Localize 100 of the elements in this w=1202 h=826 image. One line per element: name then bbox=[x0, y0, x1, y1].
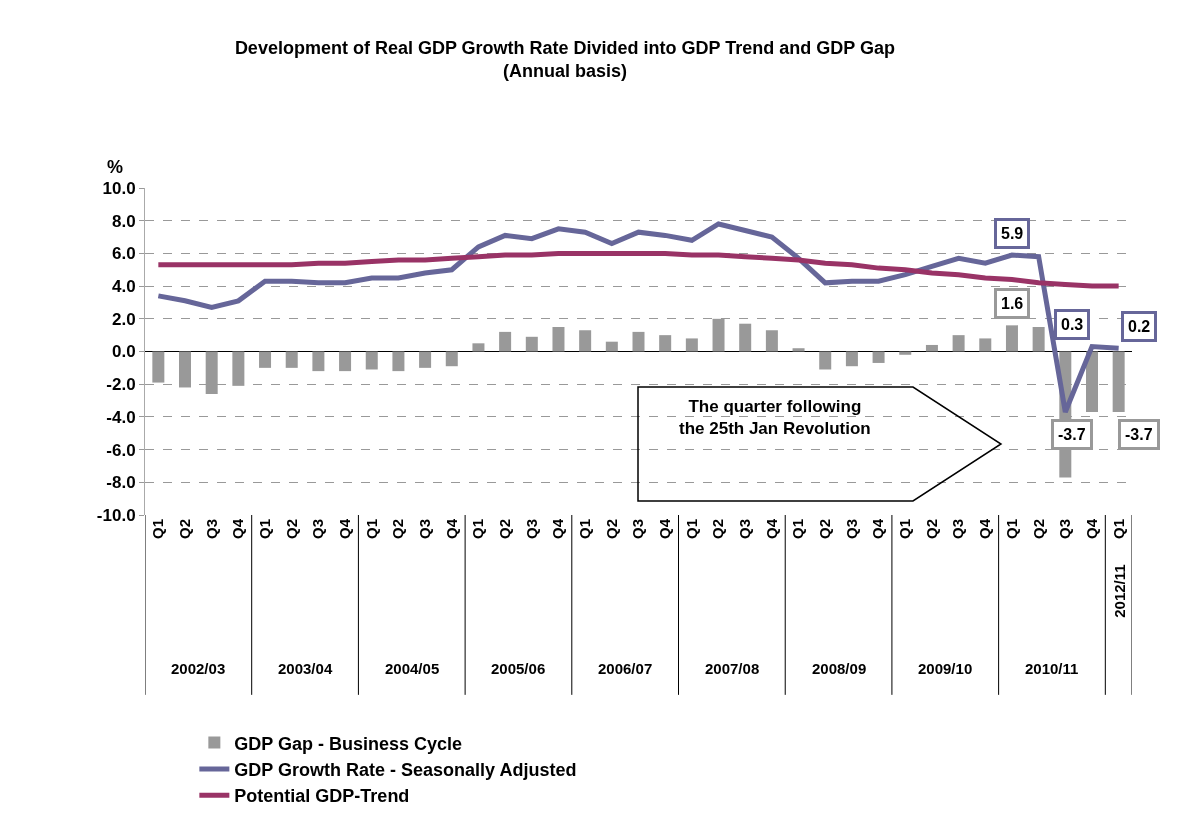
x-tick-label: Q2 bbox=[175, 519, 193, 540]
text: 2009/10 bbox=[918, 660, 973, 677]
bar bbox=[419, 351, 432, 368]
x-tick-label: Q2 bbox=[602, 519, 620, 540]
x-tick-label: Q1 bbox=[682, 519, 700, 540]
x-tick-label: Q1 bbox=[469, 519, 487, 540]
bar bbox=[819, 351, 832, 370]
x-tick-label: Q1 bbox=[255, 519, 273, 540]
y-tick-label: -8.0 bbox=[106, 473, 136, 493]
x-tick-label: Q2 bbox=[1029, 519, 1047, 540]
x-tick-label: Q1 bbox=[362, 519, 380, 540]
x-tick-label: Q1 bbox=[896, 519, 914, 540]
bar bbox=[952, 335, 965, 352]
x-tick-label: Q1 bbox=[789, 519, 807, 540]
x-tick-label: Q4 bbox=[656, 518, 674, 540]
bar bbox=[365, 351, 378, 370]
data-label: 0.3 bbox=[1061, 316, 1084, 333]
y-tick-label: -2.0 bbox=[106, 375, 136, 395]
legend-label: Potential GDP-Trend bbox=[234, 786, 410, 807]
x-tick-label: Q3 bbox=[1056, 519, 1074, 540]
x-tick-label: Q1 bbox=[576, 519, 594, 540]
x-tick-label: Q4 bbox=[976, 518, 994, 540]
x-tick-label: Q2 bbox=[709, 519, 727, 540]
y-tick-label: -4.0 bbox=[106, 407, 136, 427]
bar bbox=[845, 351, 858, 367]
x-tick-label: Q3 bbox=[736, 519, 754, 540]
bar bbox=[552, 326, 565, 352]
bar bbox=[872, 351, 885, 363]
bar bbox=[312, 351, 325, 372]
bar bbox=[765, 330, 778, 352]
bar bbox=[392, 351, 405, 372]
bar bbox=[899, 351, 912, 355]
y-tick-label: 0.0 bbox=[111, 342, 136, 362]
bar bbox=[525, 336, 538, 352]
text: 2007/08 bbox=[705, 660, 760, 677]
bar bbox=[659, 335, 672, 352]
x-tick-label: Q4 bbox=[1082, 518, 1100, 540]
x-tick-label: Q2 bbox=[816, 519, 834, 540]
bar bbox=[579, 330, 592, 352]
bar bbox=[739, 323, 752, 352]
bar bbox=[925, 344, 938, 352]
x-tick-label: Q4 bbox=[229, 518, 247, 540]
bar bbox=[285, 351, 298, 368]
x-tick-label: Q1 bbox=[1002, 519, 1020, 540]
x-tick-label: Q2 bbox=[389, 519, 407, 540]
x-tick-label: Q4 bbox=[549, 518, 567, 540]
chart-title: Development of Real GDP Growth Rate Divided into GDP Trend and GDP Gap bbox=[234, 37, 895, 58]
x-tick-label: Q3 bbox=[629, 519, 647, 540]
x-tick-label: Q3 bbox=[949, 519, 967, 540]
x-tick-label: Q1 bbox=[149, 519, 167, 540]
x-tick-label: Q2 bbox=[922, 519, 940, 540]
x-tick-label: Q1 bbox=[1109, 519, 1127, 540]
x-tick-label: Q3 bbox=[309, 519, 327, 540]
data-label: -3.7 bbox=[1058, 426, 1086, 443]
text: 2012/11 bbox=[1110, 564, 1128, 618]
x-tick-label: Q4 bbox=[762, 518, 780, 540]
y-tick-label: -10.0 bbox=[96, 505, 136, 525]
y-tick-label: 10.0 bbox=[102, 178, 136, 198]
bar bbox=[979, 338, 992, 352]
bar bbox=[232, 351, 245, 386]
text: 2006/07 bbox=[598, 660, 653, 677]
legend-label: GDP Gap - Business Cycle bbox=[234, 733, 463, 754]
y-tick-label: 8.0 bbox=[111, 211, 136, 231]
bar bbox=[339, 351, 352, 372]
text: 2002/03 bbox=[171, 660, 226, 677]
bar bbox=[632, 331, 645, 352]
text: 2010/11 bbox=[1025, 660, 1079, 677]
data-label: 1.6 bbox=[1001, 295, 1024, 312]
text: 2004/05 bbox=[385, 660, 440, 677]
x-tick-label: Q4 bbox=[442, 518, 460, 540]
x-tick-label: Q4 bbox=[869, 518, 887, 540]
x-tick-label: Q3 bbox=[415, 519, 433, 540]
bar bbox=[605, 341, 618, 352]
x-tick-label: Q4 bbox=[335, 518, 353, 540]
bar bbox=[445, 351, 458, 367]
bar bbox=[792, 348, 805, 352]
text: 2008/09 bbox=[812, 660, 867, 677]
bar bbox=[179, 351, 192, 388]
x-tick-label: Q3 bbox=[842, 519, 860, 540]
x-tick-label: Q2 bbox=[282, 519, 300, 540]
legend-label: GDP Growth Rate - Seasonally Adjusted bbox=[234, 759, 577, 780]
chart-subtitle: (Annual basis) bbox=[502, 61, 627, 82]
bar bbox=[259, 351, 272, 368]
bar bbox=[1005, 325, 1018, 352]
y-tick-label: -6.0 bbox=[106, 440, 136, 460]
data-label: 5.9 bbox=[1001, 225, 1024, 242]
y-axis-title: % bbox=[107, 157, 124, 177]
bar bbox=[1032, 326, 1045, 352]
y-tick-label: 4.0 bbox=[111, 277, 136, 297]
bar bbox=[472, 343, 485, 352]
bar bbox=[685, 338, 698, 352]
data-label: 0.2 bbox=[1128, 318, 1151, 335]
x-tick-label: Q2 bbox=[495, 519, 513, 540]
y-tick-label: 2.0 bbox=[111, 309, 136, 329]
y-tick-label: 6.0 bbox=[111, 244, 136, 264]
data-label: -3.7 bbox=[1125, 426, 1153, 443]
text: 2003/04 bbox=[278, 660, 333, 677]
annotation: The quarter following the 25th Jan Revolution bbox=[679, 397, 871, 439]
bar bbox=[499, 331, 512, 352]
x-tick-label: Q3 bbox=[202, 519, 220, 540]
